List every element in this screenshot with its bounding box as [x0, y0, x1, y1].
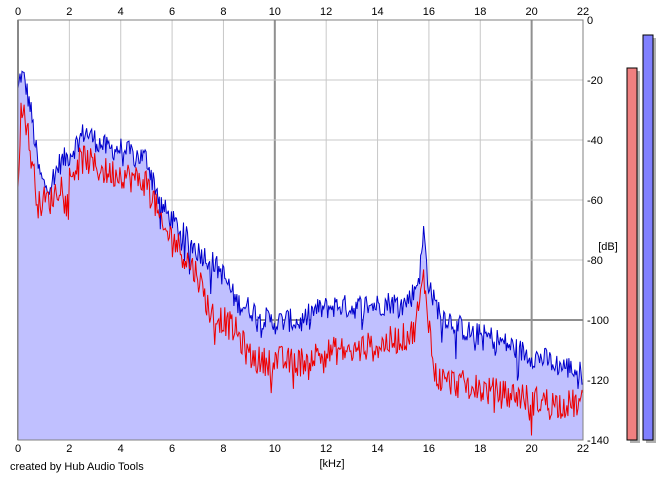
x-axis-label: [kHz] — [319, 458, 344, 470]
x-tick-labels-bottom: 0 2 4 6 8 10 12 14 16 18 20 22 — [15, 443, 589, 455]
x-tick-top-0: 0 — [15, 6, 21, 18]
level-meters — [626, 34, 656, 443]
level-meter-left — [626, 67, 638, 441]
x-tick-bottom-2: 2 — [66, 443, 72, 455]
x-tick-top-8: 8 — [220, 6, 226, 18]
y-axis-label: [dB] — [598, 241, 618, 253]
y-tick--100: -100 — [587, 315, 609, 327]
x-tick-labels-top: 0 2 4 6 8 10 12 14 16 18 20 22 — [15, 6, 589, 18]
x-tick-top-10: 10 — [269, 6, 281, 18]
y-tick-labels: 0 -20 -40 -60 -80 -100 -120 -140 — [587, 15, 609, 447]
x-tick-top-6: 6 — [169, 6, 175, 18]
y-tick--40: -40 — [587, 135, 603, 147]
spectrum-area-fill — [18, 71, 583, 441]
x-tick-top-16: 16 — [423, 6, 435, 18]
x-tick-bottom-18: 18 — [474, 443, 486, 455]
x-tick-bottom-16: 16 — [423, 443, 435, 455]
y-tick--60: -60 — [587, 195, 603, 207]
x-tick-bottom-8: 8 — [220, 443, 226, 455]
x-tick-top-2: 2 — [66, 6, 72, 18]
plot-frame — [17, 19, 584, 441]
y-tick--140: -140 — [587, 435, 609, 447]
x-tick-bottom-0: 0 — [15, 443, 21, 455]
y-tick--120: -120 — [587, 375, 609, 387]
x-tick-top-12: 12 — [320, 6, 332, 18]
x-tick-top-14: 14 — [371, 6, 383, 18]
x-tick-bottom-4: 4 — [118, 443, 124, 455]
y-tick--20: -20 — [587, 75, 603, 87]
series-red-line — [17, 102, 584, 436]
x-tick-bottom-22: 22 — [577, 443, 589, 455]
level-meter-right — [642, 34, 654, 441]
x-tick-bottom-10: 10 — [269, 443, 281, 455]
series-blue-line — [17, 70, 584, 389]
x-tick-bottom-14: 14 — [371, 443, 383, 455]
y-tick-0: 0 — [587, 15, 593, 27]
x-tick-top-18: 18 — [474, 6, 486, 18]
x-tick-top-20: 20 — [526, 6, 538, 18]
y-tick--80: -80 — [587, 255, 603, 267]
x-tick-bottom-20: 20 — [526, 443, 538, 455]
x-tick-bottom-12: 12 — [320, 443, 332, 455]
x-tick-top-22: 22 — [577, 6, 589, 18]
x-tick-bottom-6: 6 — [169, 443, 175, 455]
x-tick-top-4: 4 — [118, 6, 124, 18]
credit-text: created by Hub Audio Tools — [10, 461, 144, 473]
